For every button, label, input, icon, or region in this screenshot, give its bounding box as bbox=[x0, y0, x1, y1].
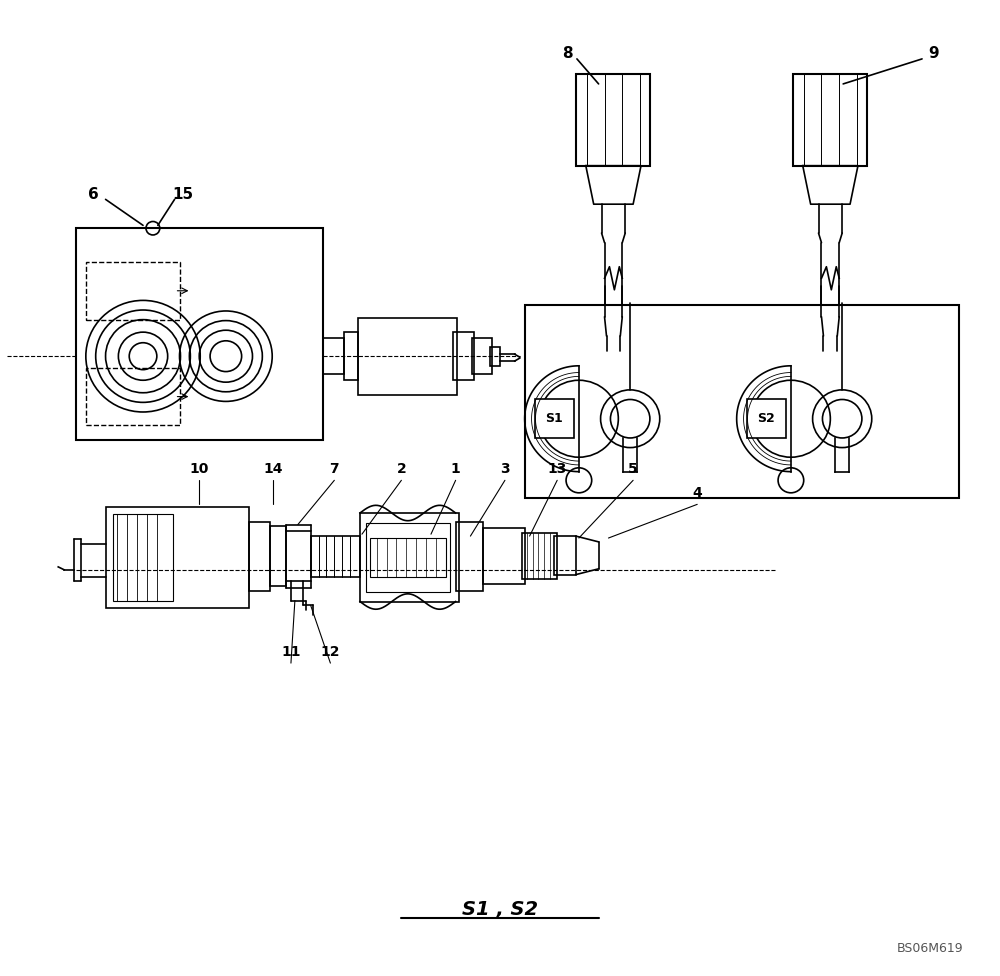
Text: 12: 12 bbox=[321, 644, 340, 659]
Text: 14: 14 bbox=[263, 462, 283, 475]
Text: 8: 8 bbox=[562, 46, 572, 61]
Bar bbox=[576, 74, 650, 166]
Bar bbox=[311, 536, 360, 577]
Text: 2: 2 bbox=[397, 462, 406, 475]
Text: 11: 11 bbox=[281, 644, 301, 659]
Bar bbox=[483, 528, 525, 585]
Text: 6: 6 bbox=[88, 187, 99, 202]
Text: S2: S2 bbox=[757, 412, 775, 426]
Bar bbox=[286, 531, 311, 582]
Bar bbox=[344, 332, 358, 381]
Bar bbox=[113, 514, 173, 600]
Text: 13: 13 bbox=[548, 462, 567, 475]
Bar bbox=[525, 305, 959, 498]
Text: 1: 1 bbox=[451, 462, 460, 475]
Bar bbox=[793, 74, 867, 166]
Bar bbox=[76, 228, 322, 440]
Text: 10: 10 bbox=[190, 462, 209, 475]
Bar bbox=[249, 522, 270, 590]
Bar bbox=[490, 346, 500, 366]
Bar bbox=[554, 536, 576, 575]
Bar bbox=[270, 526, 286, 587]
Bar bbox=[86, 368, 180, 426]
Bar bbox=[366, 522, 450, 591]
Bar bbox=[535, 399, 574, 438]
Text: BS06M619: BS06M619 bbox=[897, 942, 963, 955]
Text: 5: 5 bbox=[628, 462, 638, 475]
Text: 9: 9 bbox=[929, 46, 939, 61]
Text: S1 , S2: S1 , S2 bbox=[462, 900, 538, 919]
Bar bbox=[86, 262, 180, 319]
Text: 3: 3 bbox=[500, 462, 510, 475]
Bar bbox=[456, 522, 483, 590]
Bar bbox=[747, 399, 786, 438]
Text: 15: 15 bbox=[172, 187, 193, 202]
Text: 7: 7 bbox=[330, 462, 339, 475]
Bar bbox=[453, 332, 474, 381]
Bar bbox=[472, 338, 492, 375]
Bar bbox=[370, 538, 446, 577]
Bar bbox=[106, 508, 249, 608]
Bar bbox=[360, 513, 459, 601]
Bar bbox=[358, 318, 457, 394]
Text: 4: 4 bbox=[692, 486, 702, 500]
Bar bbox=[322, 338, 344, 375]
Bar bbox=[522, 533, 557, 580]
Text: S1: S1 bbox=[545, 412, 563, 426]
